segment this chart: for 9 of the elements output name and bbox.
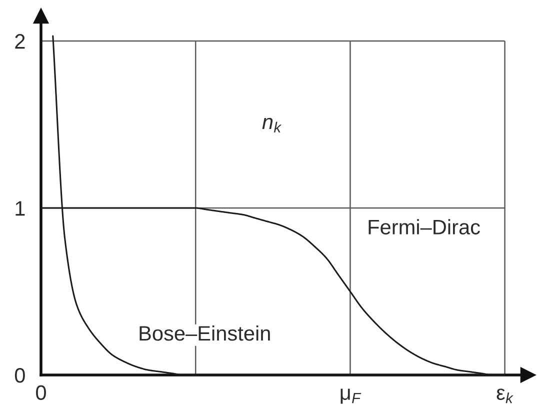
x-tick-label: 0 <box>36 385 46 400</box>
series-label: Bose–Einstein <box>140 325 270 341</box>
y-tick-label: 2 <box>15 34 25 49</box>
y-tick-label: 0 <box>14 368 25 383</box>
y-tick-label: 1 <box>16 201 25 216</box>
x-tick-label: ε$_{k}$ <box>496 388 514 404</box>
y-axis-title: n$_{k}$ <box>262 118 282 132</box>
text: Fermi–Dirac <box>368 219 480 234</box>
x-tick-label: μ$_{F}$ <box>340 388 362 404</box>
